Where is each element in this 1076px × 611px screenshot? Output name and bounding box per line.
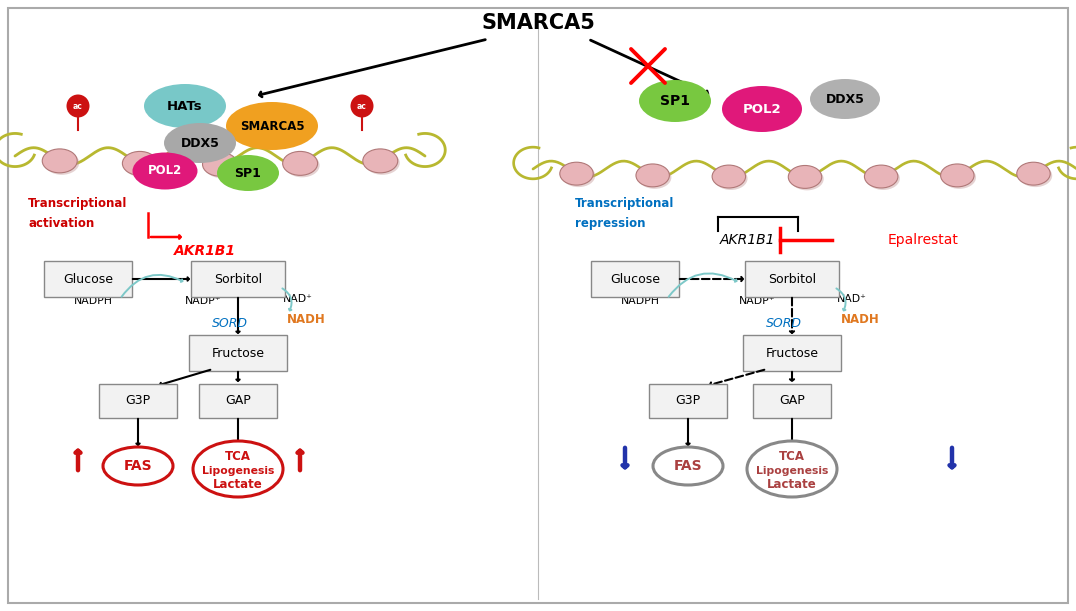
Ellipse shape: [123, 152, 157, 175]
FancyBboxPatch shape: [591, 261, 679, 297]
Ellipse shape: [193, 441, 283, 497]
Text: NADPH: NADPH: [621, 296, 660, 306]
Ellipse shape: [1019, 164, 1052, 187]
Text: activation: activation: [28, 216, 95, 230]
Text: G3P: G3P: [126, 395, 151, 408]
Text: ac: ac: [357, 101, 367, 111]
Ellipse shape: [365, 151, 400, 175]
FancyBboxPatch shape: [199, 384, 277, 418]
Ellipse shape: [1017, 162, 1050, 185]
FancyBboxPatch shape: [44, 261, 132, 297]
Ellipse shape: [125, 153, 159, 177]
Ellipse shape: [940, 164, 974, 187]
Text: AKR1B1: AKR1B1: [174, 244, 236, 258]
FancyBboxPatch shape: [753, 384, 831, 418]
FancyBboxPatch shape: [745, 261, 839, 297]
Text: Lipogenesis: Lipogenesis: [202, 466, 274, 476]
Text: NADH: NADH: [840, 312, 879, 326]
FancyBboxPatch shape: [189, 335, 287, 371]
Text: Epalrestat: Epalrestat: [888, 233, 959, 247]
Text: DDX5: DDX5: [181, 136, 220, 150]
Text: Fructose: Fructose: [212, 346, 265, 359]
Ellipse shape: [789, 166, 822, 188]
Text: AKR1B1: AKR1B1: [720, 233, 776, 247]
Ellipse shape: [722, 86, 802, 132]
Text: Glucose: Glucose: [63, 273, 113, 285]
Text: SORD: SORD: [766, 316, 802, 329]
Ellipse shape: [103, 447, 173, 485]
Text: DDX5: DDX5: [825, 92, 864, 106]
Text: Glucose: Glucose: [610, 273, 660, 285]
Text: SORD: SORD: [212, 316, 247, 329]
Text: TCA: TCA: [779, 450, 805, 464]
Text: G3P: G3P: [676, 395, 700, 408]
Text: Lipogenesis: Lipogenesis: [755, 466, 829, 476]
Text: FAS: FAS: [674, 459, 703, 473]
Ellipse shape: [283, 152, 317, 175]
Ellipse shape: [363, 149, 398, 173]
Text: NADH: NADH: [286, 312, 325, 326]
Ellipse shape: [144, 84, 226, 128]
Ellipse shape: [639, 80, 711, 122]
Text: POL2: POL2: [147, 164, 182, 178]
Ellipse shape: [747, 441, 837, 497]
Ellipse shape: [864, 165, 897, 188]
Ellipse shape: [810, 79, 880, 119]
Text: Sorbitol: Sorbitol: [768, 273, 816, 285]
Text: SMARCA5: SMARCA5: [240, 120, 305, 133]
Text: repression: repression: [575, 216, 646, 230]
Text: SP1: SP1: [235, 167, 261, 180]
Ellipse shape: [943, 166, 976, 189]
Text: Transcriptional: Transcriptional: [28, 197, 127, 210]
Ellipse shape: [132, 153, 198, 189]
Text: Transcriptional: Transcriptional: [575, 197, 675, 210]
Ellipse shape: [638, 166, 671, 189]
Ellipse shape: [42, 149, 77, 173]
Text: NADPH: NADPH: [73, 296, 113, 306]
Ellipse shape: [636, 164, 669, 187]
Circle shape: [67, 95, 89, 117]
FancyBboxPatch shape: [649, 384, 727, 418]
Text: NAD⁺: NAD⁺: [283, 294, 313, 304]
Ellipse shape: [202, 152, 238, 176]
Text: Lactate: Lactate: [213, 478, 263, 491]
Text: SP1: SP1: [660, 94, 690, 108]
FancyBboxPatch shape: [8, 8, 1068, 603]
Text: TCA: TCA: [225, 450, 251, 464]
Text: NAD⁺: NAD⁺: [837, 294, 867, 304]
Text: Sorbitol: Sorbitol: [214, 273, 263, 285]
Ellipse shape: [653, 447, 723, 485]
Text: HATs: HATs: [167, 100, 202, 112]
Ellipse shape: [164, 123, 236, 163]
Ellipse shape: [714, 167, 748, 190]
Text: FAS: FAS: [124, 459, 153, 473]
Ellipse shape: [560, 162, 593, 185]
Ellipse shape: [285, 153, 320, 177]
Text: Lactate: Lactate: [767, 478, 817, 491]
Ellipse shape: [562, 164, 595, 187]
Text: ac: ac: [73, 101, 83, 111]
Ellipse shape: [866, 167, 900, 190]
FancyBboxPatch shape: [99, 384, 176, 418]
Ellipse shape: [226, 102, 318, 150]
Ellipse shape: [204, 155, 240, 178]
Text: POL2: POL2: [742, 103, 781, 115]
Ellipse shape: [217, 155, 279, 191]
Ellipse shape: [44, 151, 80, 175]
Ellipse shape: [790, 167, 824, 191]
Ellipse shape: [712, 165, 746, 188]
Circle shape: [351, 95, 373, 117]
FancyBboxPatch shape: [744, 335, 841, 371]
Text: Fructose: Fructose: [765, 346, 819, 359]
Text: GAP: GAP: [225, 395, 251, 408]
FancyBboxPatch shape: [192, 261, 285, 297]
Text: NADP⁺: NADP⁺: [739, 296, 775, 306]
Text: GAP: GAP: [779, 395, 805, 408]
Text: NADP⁺: NADP⁺: [185, 296, 222, 306]
Text: SMARCA5: SMARCA5: [481, 13, 595, 33]
